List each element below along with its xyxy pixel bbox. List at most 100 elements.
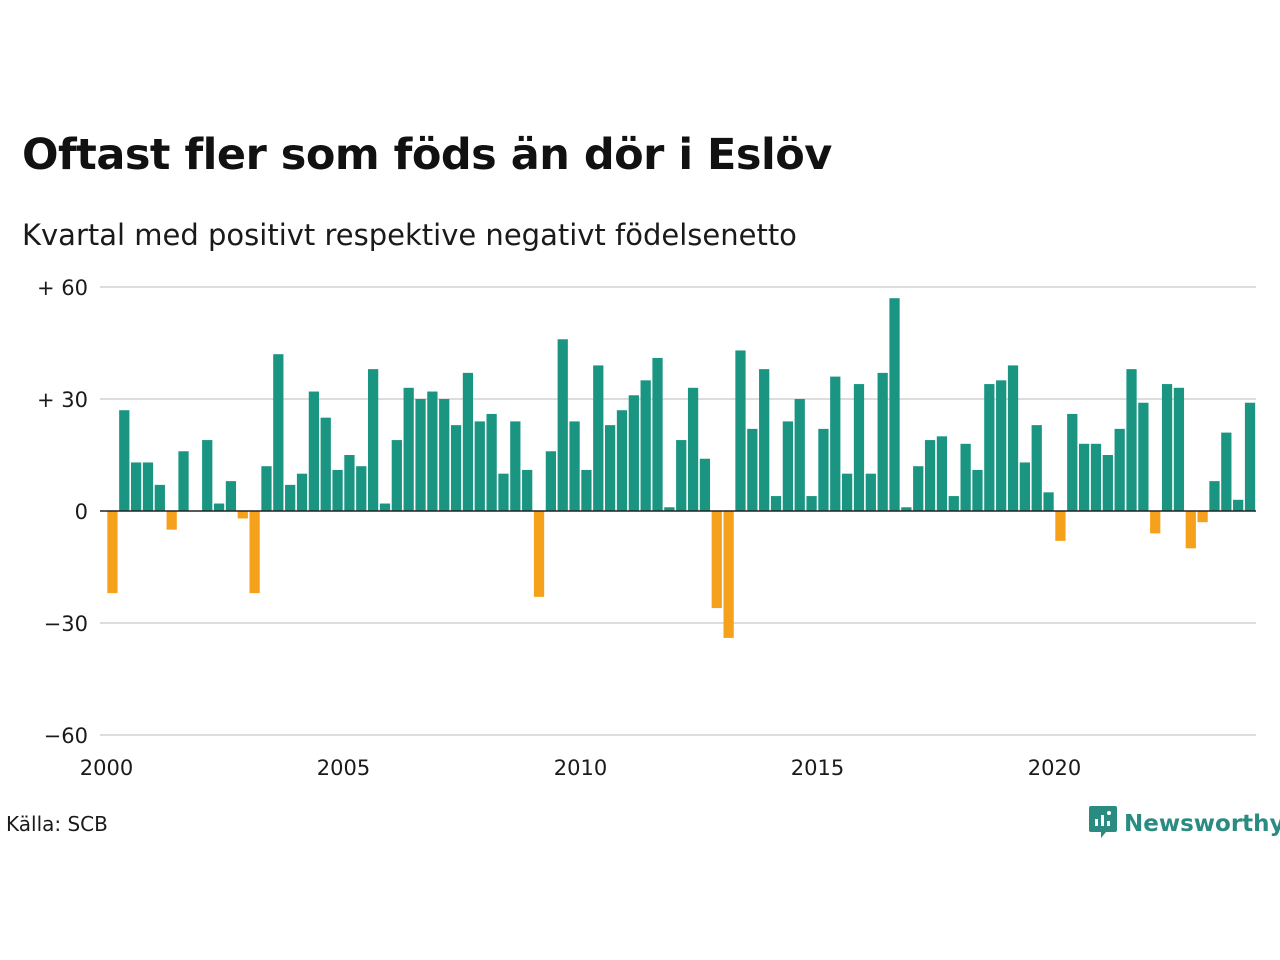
chart-subtitle: Kvartal med positivt respektive negativt… [22, 218, 797, 252]
bar [332, 469, 343, 511]
bar [379, 503, 391, 511]
bar [296, 473, 308, 511]
bar [699, 458, 711, 511]
bar [901, 507, 912, 511]
bar [356, 466, 367, 511]
bar [368, 369, 379, 511]
bar [510, 421, 521, 511]
bar [853, 384, 865, 511]
x-axis-labels: 2000 2005 2010 2015 2020 [80, 756, 1081, 780]
bar [640, 380, 651, 511]
bar [936, 436, 948, 511]
bar [391, 440, 402, 511]
bar [593, 365, 604, 511]
bar [723, 511, 734, 638]
bar [842, 473, 853, 511]
x-tick-label: 2005 [317, 756, 370, 780]
bar [747, 428, 758, 511]
newsworthy-logo-icon [1088, 804, 1118, 844]
y-tick-label: + 60 [37, 276, 88, 300]
bar [427, 391, 438, 511]
bar [924, 440, 936, 511]
bar [119, 410, 130, 511]
bar [1185, 511, 1196, 549]
bar [1173, 387, 1185, 511]
bar [320, 417, 331, 511]
bar [687, 387, 699, 511]
bar [948, 496, 959, 511]
y-tick-label: + 30 [37, 388, 88, 412]
x-tick-label: 2000 [80, 756, 133, 780]
bar [474, 421, 485, 511]
bar [403, 387, 414, 511]
bar [628, 395, 639, 511]
x-tick-label: 2010 [554, 756, 607, 780]
bar [996, 380, 1007, 511]
bar [1055, 511, 1066, 541]
y-tick-label: −30 [44, 612, 88, 636]
bar [1221, 432, 1232, 511]
bar [984, 384, 995, 511]
bar [166, 511, 177, 530]
bar [735, 350, 746, 511]
bar [818, 428, 829, 511]
bar [1233, 499, 1244, 511]
bar [605, 425, 616, 511]
bar [1209, 481, 1220, 511]
bar [462, 372, 474, 511]
bar [806, 496, 817, 511]
bar [1150, 511, 1161, 534]
bar [652, 357, 663, 511]
bar [486, 413, 497, 511]
bar [913, 466, 924, 511]
bar [237, 511, 248, 519]
bar [261, 466, 272, 511]
bar [1031, 425, 1042, 511]
y-axis-labels: + 60 + 30 0 −30 −60 [37, 276, 88, 748]
bar [522, 469, 533, 511]
bar [1043, 492, 1054, 511]
bar [1114, 428, 1125, 511]
bar [533, 511, 545, 597]
x-tick-label: 2020 [1028, 756, 1081, 780]
bar [1244, 402, 1256, 511]
bar [285, 484, 296, 511]
bar-chart: + 60 + 30 0 −30 −60 2000 2005 2010 2015 2020 [37, 276, 1256, 780]
source-note: Källa: SCB [6, 812, 108, 836]
bar [960, 443, 971, 511]
bars [107, 298, 1256, 638]
bar [865, 473, 876, 511]
bar [616, 410, 628, 511]
bar [782, 421, 793, 511]
brand-name: Newsworthy [1124, 811, 1280, 837]
y-tick-label: 0 [75, 500, 88, 524]
bar [213, 503, 225, 511]
bar [676, 440, 687, 511]
bar [178, 451, 189, 511]
y-tick-label: −60 [44, 724, 88, 748]
bar [1019, 462, 1030, 511]
bar [711, 511, 722, 609]
bar [664, 507, 675, 511]
gridlines [100, 286, 1256, 736]
bar [1138, 402, 1149, 511]
bar [877, 372, 888, 511]
bar [1067, 413, 1078, 511]
bar [1197, 511, 1208, 523]
bar [889, 298, 900, 511]
bar [1102, 455, 1113, 511]
bar [131, 462, 142, 511]
bar [249, 511, 260, 594]
bar [498, 473, 509, 511]
bar [830, 376, 841, 511]
bar [1161, 384, 1173, 511]
bar [770, 496, 782, 511]
bar [308, 391, 319, 511]
bar [1079, 443, 1090, 511]
bar [450, 425, 462, 511]
bar [581, 469, 592, 511]
bar [154, 484, 165, 511]
x-tick-label: 2015 [791, 756, 844, 780]
bar [202, 440, 213, 511]
bar [344, 455, 355, 511]
